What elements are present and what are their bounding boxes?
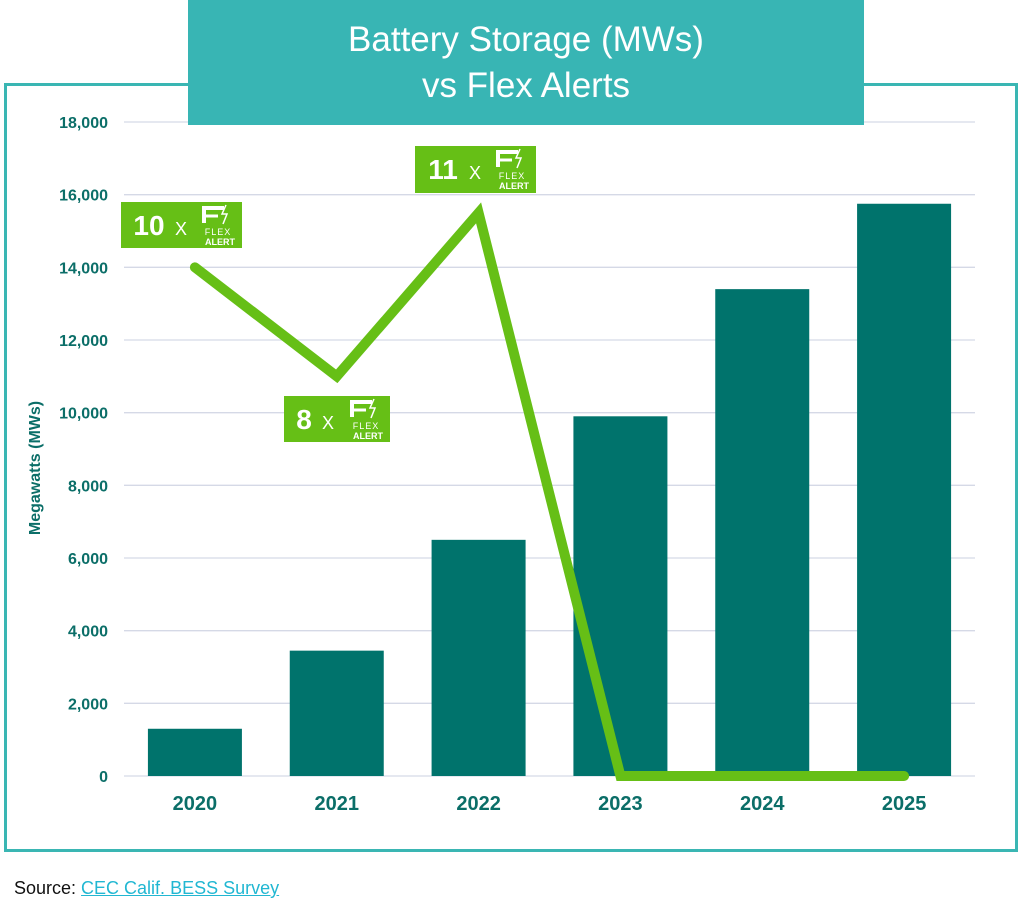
y-tick-label: 18,000 — [59, 115, 108, 132]
y-tick-label: 12,000 — [59, 333, 108, 350]
bar-2023 — [573, 416, 668, 776]
logo-bolt — [514, 148, 523, 169]
bar-2024 — [715, 289, 810, 776]
badge-count: 10 — [133, 210, 164, 241]
logo-text-alert: ALERT — [353, 431, 383, 441]
badge-times: X — [469, 163, 481, 183]
bar-2022 — [431, 539, 526, 776]
flex-alert-polyline — [189, 202, 910, 781]
x-tick-label: 2023 — [598, 793, 643, 815]
logo-bolt — [220, 204, 229, 225]
y-tick-label: 16,000 — [59, 188, 108, 205]
logo-f-mark — [202, 206, 224, 223]
bar-2021 — [289, 650, 384, 776]
bar-2025 — [857, 203, 952, 776]
flex-alert-line — [189, 202, 910, 781]
source-prefix: Source: — [14, 878, 82, 898]
y-tick-label: 0 — [99, 769, 108, 786]
badge-count: 8 — [296, 404, 312, 435]
chart-title: Battery Storage (MWs) vs Flex Alerts — [188, 0, 864, 125]
badge-count: 11 — [428, 154, 458, 185]
logo-bolt — [368, 398, 377, 419]
x-axis: 2020 2021 2022 2023 2024 2025 — [173, 793, 927, 815]
chart-title-line-1: Battery Storage (MWs) — [348, 19, 704, 59]
x-tick-label: 2020 — [173, 793, 218, 815]
source-note: Source: CEC Calif. BESS Survey — [14, 878, 279, 899]
logo-text-flex: FLEX — [499, 171, 526, 181]
bars — [147, 203, 952, 776]
source-link[interactable]: CEC Calif. BESS Survey — [81, 878, 280, 898]
logo-text-flex: FLEX — [353, 421, 380, 431]
logo-text-alert: ALERT — [499, 181, 529, 191]
y-tick-label: 2,000 — [68, 696, 108, 713]
grid-lines — [124, 121, 975, 777]
y-axis-label: Megawatts (MWs) — [27, 401, 44, 535]
y-tick-label: 4,000 — [68, 624, 108, 641]
chart-title-line-2: vs Flex Alerts — [421, 65, 631, 105]
logo-text-alert: ALERT — [205, 237, 235, 247]
bar-2020 — [147, 728, 242, 776]
x-tick-label: 2025 — [882, 793, 927, 815]
logo-text-flex: FLEX — [205, 227, 232, 237]
y-tick-label: 8,000 — [68, 478, 108, 495]
x-tick-label: 2024 — [740, 793, 785, 815]
logo-f-mark — [350, 400, 372, 417]
badge-times: X — [322, 413, 334, 433]
y-axis: 0 2,000 4,000 6,000 8,000 10,000 12,000 14,000 1… — [59, 115, 108, 786]
logo-f-mark — [496, 150, 518, 167]
x-tick-label: 2021 — [315, 793, 360, 815]
badge-times: X — [175, 219, 187, 239]
y-tick-label: 14,000 — [59, 260, 108, 277]
y-tick-label: 10,000 — [59, 406, 108, 423]
x-tick-label: 2022 — [456, 793, 501, 815]
y-tick-label: 6,000 — [68, 551, 108, 568]
